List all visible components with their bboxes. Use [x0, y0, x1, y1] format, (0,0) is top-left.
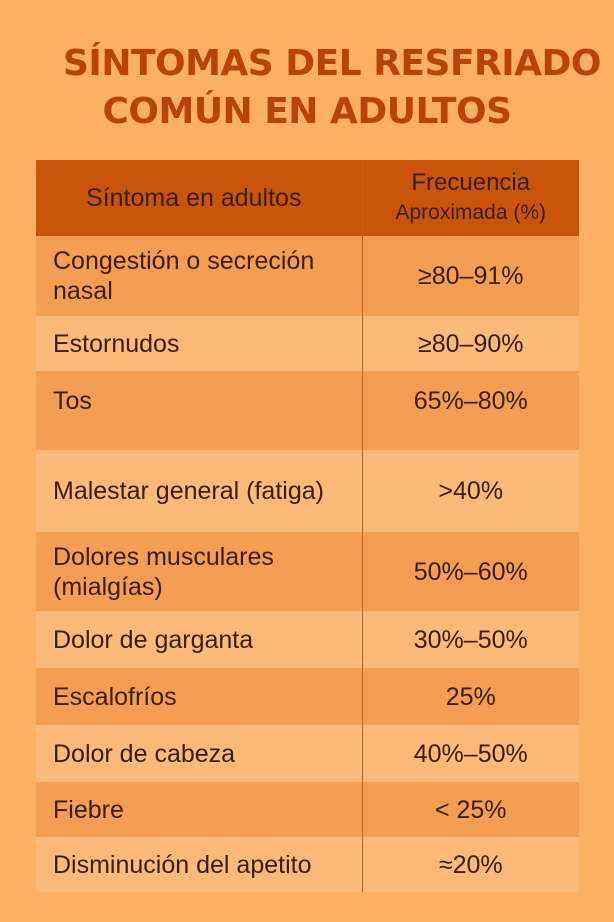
symptom-cell: Escalofríos: [36, 668, 362, 725]
frequency-cell: 25%: [361, 668, 579, 725]
frequency-cell: ≥80–90%: [361, 316, 579, 371]
symptom-cell: Estornudos: [36, 316, 362, 371]
table-row: Escalofríos 25%: [36, 668, 579, 725]
header-frequency: Frecuencia Aproximada (%): [361, 160, 579, 236]
table-row: Dolor de cabeza 40%–50%: [36, 725, 579, 782]
table-row: Congestión o secreción nasal ≥80–91%: [36, 236, 579, 316]
frequency-cell: 40%–50%: [361, 725, 579, 782]
table-row: Dolores musculares (mialgías) 50%–60%: [36, 532, 579, 611]
header-symptom: Síntoma en adultos: [36, 160, 362, 236]
title-line-1: SÍNTOMAS DEL RESFRIADO: [63, 43, 602, 84]
symptom-cell: Tos: [36, 371, 362, 450]
symptom-cell: Disminución del apetito: [36, 837, 362, 892]
frequency-cell: 30%–50%: [361, 611, 579, 668]
title-line-2: COMÚN EN ADULTOS: [102, 91, 512, 132]
symptom-cell: Malestar general (fatiga): [36, 450, 362, 532]
page-title: SÍNTOMAS DEL RESFRIADO COMÚN EN ADULTOS: [0, 40, 614, 136]
table-row: Tos 65%–80%: [36, 371, 579, 450]
frequency-cell: >40%: [361, 450, 579, 532]
symptom-cell: Dolor de cabeza: [36, 725, 362, 782]
symptom-cell: Dolor de garganta: [36, 611, 362, 668]
table-row: Estornudos ≥80–90%: [36, 316, 579, 371]
table-body: Congestión o secreción nasal ≥80–91% Est…: [36, 236, 579, 892]
frequency-cell: 65%–80%: [361, 371, 579, 450]
table-row: Fiebre < 25%: [36, 782, 579, 837]
table-row: Disminución del apetito ≈20%: [36, 837, 579, 892]
frequency-cell: ≈20%: [361, 837, 579, 892]
symptoms-table: Síntoma en adultos Frecuencia Aproximada…: [36, 160, 579, 892]
symptom-cell: Congestión o secreción nasal: [36, 236, 362, 316]
frequency-cell: 50%–60%: [361, 532, 579, 611]
header-frequency-line-1: Frecuencia: [411, 169, 531, 196]
table-header: Síntoma en adultos Frecuencia Aproximada…: [36, 160, 579, 236]
header-row: Síntoma en adultos Frecuencia Aproximada…: [36, 160, 579, 236]
table-row: Dolor de garganta 30%–50%: [36, 611, 579, 668]
symptom-cell: Dolores musculares (mialgías): [36, 532, 362, 611]
frequency-cell: < 25%: [361, 782, 579, 837]
table-row: Malestar general (fatiga) >40%: [36, 450, 579, 532]
header-frequency-line-2: Aproximada (%): [395, 201, 547, 224]
symptom-cell: Fiebre: [36, 782, 362, 837]
frequency-cell: ≥80–91%: [361, 236, 579, 316]
